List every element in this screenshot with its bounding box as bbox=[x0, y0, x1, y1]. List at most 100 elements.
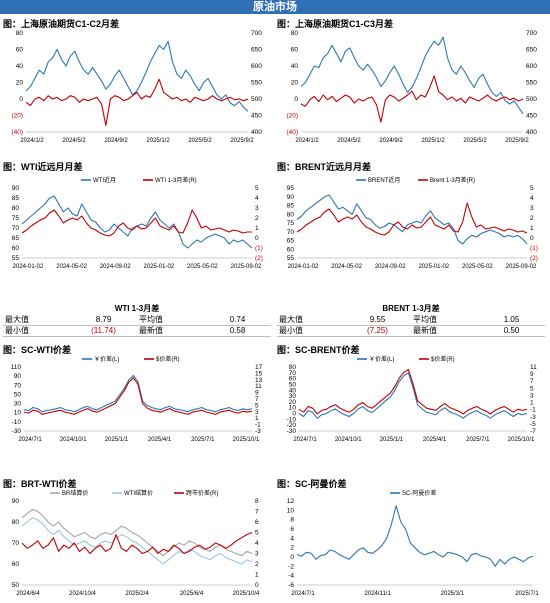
y-right-tick-label: 600 bbox=[526, 63, 537, 70]
x-tick-label: 2024-09-02 bbox=[100, 264, 131, 270]
y-right-tick-label: 650 bbox=[526, 47, 537, 54]
y-right-tick-label: -7 bbox=[530, 428, 536, 435]
y-left-tick-label: (40) bbox=[286, 129, 298, 136]
wti-max-label: 最大值 bbox=[3, 315, 70, 326]
series-line-1 bbox=[21, 508, 253, 557]
y-left-tick-label: (20) bbox=[286, 113, 298, 120]
y-right-tick-label: 1 bbox=[530, 400, 534, 407]
y-left-tick-label: 50 bbox=[12, 582, 20, 589]
y-left-tick-label: 90 bbox=[12, 185, 20, 192]
y-right-tick-label: 5 bbox=[255, 402, 259, 409]
y-left-tick-label: 20 bbox=[291, 80, 299, 87]
y-right-tick-label: 4 bbox=[530, 195, 534, 202]
brent-avg-label: 平均值 bbox=[411, 315, 478, 326]
y-left-tick-label: 95 bbox=[287, 185, 295, 192]
x-tick-label: 2024/1/2 bbox=[20, 138, 44, 144]
y-left-tick-label: 60 bbox=[12, 561, 20, 568]
series-line-2 bbox=[296, 202, 528, 236]
series-line-1 bbox=[296, 505, 534, 567]
y-right-tick-label: 2 bbox=[530, 215, 534, 222]
panel-title-sc-oman: 图：SC-阿曼价差 bbox=[277, 479, 347, 489]
x-tick-label: 2024/9/2 bbox=[379, 138, 403, 144]
x-tick-label: 2025/3/1 bbox=[441, 591, 465, 597]
x-tick-label: 2025/7/1 bbox=[515, 591, 539, 597]
y-right-tick-label: 11 bbox=[530, 364, 537, 371]
y-left-tick-label: 75 bbox=[12, 215, 20, 222]
y-right-tick-label: 700 bbox=[526, 30, 537, 37]
y-right-tick-label: 7 bbox=[530, 378, 534, 385]
y-left-tick-label: 40 bbox=[16, 63, 24, 70]
y-right-tick-label: -1 bbox=[255, 422, 261, 429]
y-left-tick-label: 70 bbox=[14, 382, 22, 389]
series-line-2 bbox=[23, 377, 253, 415]
x-tick-label: 2025/5/2 bbox=[188, 138, 212, 144]
y-right-tick-label: (2) bbox=[530, 255, 538, 262]
wti-avg-value: 0.74 bbox=[204, 315, 271, 326]
y-left-tick-label: 20 bbox=[16, 80, 24, 87]
x-tick-label: 2024-05-02 bbox=[331, 264, 362, 270]
y-right-tick-label: 500 bbox=[526, 96, 537, 103]
x-tick-label: 2025/7/1 bbox=[191, 437, 215, 443]
y-left-tick-label: 80 bbox=[289, 364, 297, 371]
y-left-tick-label: (40) bbox=[11, 129, 23, 136]
y-left-tick-label: 80 bbox=[12, 519, 20, 526]
y-right-tick-label: 3 bbox=[530, 392, 534, 399]
y-right-tick-label: 650 bbox=[251, 47, 262, 54]
x-tick-label: 2024-09-02 bbox=[375, 264, 406, 270]
y-right-tick-label: 11 bbox=[255, 383, 262, 390]
y-left-tick-label: 80 bbox=[12, 205, 20, 212]
y-left-tick-label: 70 bbox=[12, 540, 20, 547]
y-left-tick-label: 65 bbox=[287, 238, 295, 245]
wti-max-value: 8.79 bbox=[70, 315, 137, 326]
y-right-tick-label: 1 bbox=[530, 225, 534, 232]
y-right-tick-label: 550 bbox=[251, 80, 262, 87]
y-right-tick-label: 5 bbox=[530, 385, 534, 392]
y-right-tick-label: -1 bbox=[530, 407, 536, 414]
y-right-tick-label: 3 bbox=[255, 551, 259, 558]
chart-sc-c1c3: (40) (20) 0 20 40 60 80 400 450 500 550 600 650 700 20… bbox=[286, 30, 537, 144]
x-tick-label: 2025-09-02 bbox=[506, 264, 537, 270]
series-line-1 bbox=[25, 40, 249, 112]
wti-avg-label: 平均值 bbox=[137, 315, 204, 326]
brent-latest-label: 最新值 bbox=[411, 325, 478, 337]
legend-label: $价差(R) bbox=[431, 355, 455, 363]
y-right-tick-label: 7 bbox=[255, 396, 259, 403]
x-tick-label: 2025/4/1 bbox=[148, 437, 172, 443]
y-right-tick-label: 500 bbox=[251, 96, 262, 103]
panel-title-sc-c1c3: 图：上海原油期货C1-C3月差 bbox=[277, 19, 394, 29]
y-left-tick-label: 75 bbox=[287, 220, 295, 227]
legend-label: ￥价差(L) bbox=[94, 355, 119, 363]
y-right-tick-label: 0 bbox=[530, 235, 534, 242]
y-left-tick-label: 55 bbox=[287, 255, 295, 262]
panel-title-sc-brent: 图：SC-BRENT价差 bbox=[277, 345, 360, 355]
y-right-tick-label: -3 bbox=[530, 414, 536, 421]
y-left-tick-label: -20 bbox=[287, 422, 297, 429]
y-right-tick-label: 7 bbox=[255, 509, 259, 516]
y-left-tick-label: 55 bbox=[12, 255, 20, 262]
y-left-tick-label: 70 bbox=[289, 370, 297, 377]
x-tick-label: 2025-05-02 bbox=[187, 264, 218, 270]
x-tick-label: 2025/6/4 bbox=[180, 591, 204, 597]
x-tick-label: 2025/4/1 bbox=[423, 437, 447, 443]
chart-sc-c1c2: (40) (20) 0 20 40 60 80 400 450 500 550 600 650 700 20… bbox=[11, 30, 262, 144]
y-left-tick-label: 10 bbox=[289, 405, 297, 412]
x-tick-label: 2025/2/4 bbox=[125, 591, 149, 597]
brent-stats-table: BRENT 1-3月差 最大值 9.55 平均值 1.05 最小值 (7.25)… bbox=[277, 303, 545, 337]
y-left-tick-label: 20 bbox=[289, 399, 297, 406]
y-left-tick-label: 60 bbox=[291, 47, 299, 54]
legend-label: WTI结算价 bbox=[124, 489, 153, 497]
y-left-tick-label: -10 bbox=[12, 419, 22, 426]
y-right-tick-label: 2 bbox=[255, 561, 259, 568]
y-right-tick-label: (1) bbox=[255, 245, 263, 252]
y-left-tick-label: 70 bbox=[287, 229, 295, 236]
y-right-tick-label: 4 bbox=[255, 195, 259, 202]
brent-latest-value: 0.50 bbox=[478, 325, 545, 337]
y-right-tick-label: 0 bbox=[255, 582, 259, 589]
x-tick-label: 2024/7/1 bbox=[293, 437, 317, 443]
y-right-tick-label: (2) bbox=[255, 255, 263, 262]
y-left-tick-label: 85 bbox=[287, 203, 295, 210]
y-left-tick-label: 80 bbox=[287, 211, 295, 218]
panel-title-brt-wti: 图：BRT-WTI价差 bbox=[3, 479, 77, 489]
x-tick-label: 2024/5/2 bbox=[62, 138, 86, 144]
x-tick-label: 2024-01-02 bbox=[288, 264, 319, 270]
